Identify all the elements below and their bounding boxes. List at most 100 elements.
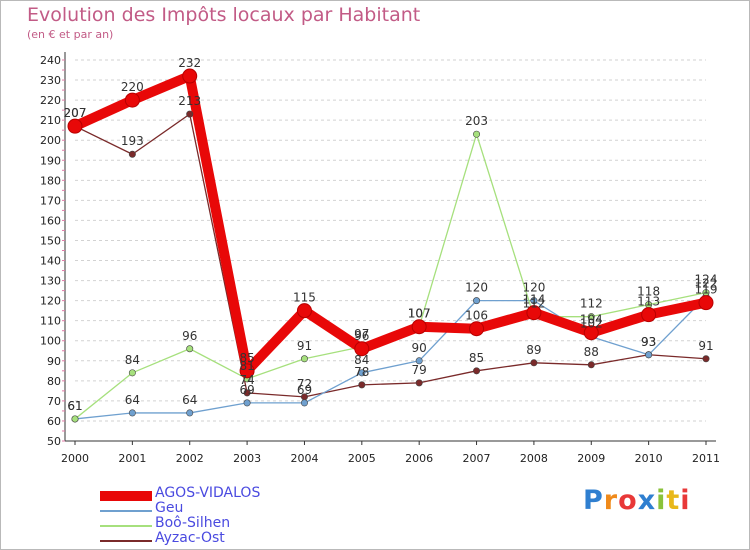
- data-label: 232: [178, 56, 201, 70]
- x-tick-label: 2008: [520, 452, 548, 465]
- data-label: 88: [584, 345, 599, 359]
- data-label: 120: [465, 281, 488, 295]
- x-tick-label: 2001: [118, 452, 146, 465]
- data-label: 64: [125, 393, 140, 407]
- data-point: [411, 319, 427, 335]
- logo-letter: P: [583, 485, 604, 516]
- y-tick-label: 230: [40, 74, 61, 87]
- y-tick-label: 210: [40, 114, 61, 127]
- logo-letter: i: [656, 485, 667, 516]
- logo-letter: i: [680, 485, 691, 516]
- y-tick-label: 120: [40, 295, 61, 308]
- legend-swatch: [100, 491, 152, 501]
- y-tick-label: 180: [40, 174, 61, 187]
- y-tick-label: 50: [47, 435, 61, 448]
- data-point: [473, 297, 481, 305]
- series-line-0: [70, 71, 711, 376]
- legend-label: AGOS-VIDALOS: [155, 485, 261, 501]
- data-point: [530, 297, 538, 305]
- data-label: 79: [412, 363, 427, 377]
- chart-subtitle: (en € et par an): [27, 28, 114, 41]
- data-point: [182, 68, 198, 84]
- legend-swatch: [100, 510, 152, 512]
- data-point: [67, 118, 83, 134]
- logo-letter: x: [637, 485, 657, 516]
- proxiti-logo: Proxiti: [583, 485, 691, 516]
- data-label: 104: [580, 313, 603, 327]
- data-point: [186, 409, 194, 417]
- legend-label: Boô-Silhen: [155, 515, 231, 531]
- data-label: 78: [354, 365, 369, 379]
- data-point: [243, 399, 251, 407]
- logo-letter: r: [603, 485, 619, 516]
- data-point: [358, 369, 366, 377]
- data-label: 193: [121, 134, 144, 148]
- data-label: 93: [641, 335, 656, 349]
- data-label: 72: [297, 377, 312, 391]
- series-line-2: [74, 133, 707, 420]
- data-point: [300, 355, 308, 363]
- x-tick-label: 2000: [61, 452, 89, 465]
- data-point: [645, 351, 653, 359]
- data-point: [186, 345, 194, 353]
- data-label: 112: [522, 297, 545, 311]
- series-line-1: [74, 295, 707, 420]
- legend-label: Geu: [155, 500, 184, 516]
- data-label: 207: [64, 106, 87, 120]
- y-tick-label: 80: [47, 375, 61, 388]
- legend-label: Ayzac-Ost: [155, 530, 225, 546]
- x-tick-label: 2007: [463, 452, 491, 465]
- data-point: [296, 303, 312, 319]
- legend-swatch: [100, 540, 152, 542]
- y-tick-label: 240: [40, 54, 61, 67]
- legend-swatch: [100, 525, 152, 527]
- y-tick-label: 220: [40, 94, 61, 107]
- data-point: [239, 363, 255, 379]
- data-label: 97: [354, 327, 369, 341]
- data-point: [469, 321, 485, 337]
- data-point: [128, 409, 136, 417]
- data-label: 96: [182, 329, 197, 343]
- data-label: 91: [698, 339, 713, 353]
- data-point: [358, 381, 366, 389]
- x-tick-label: 2005: [348, 452, 376, 465]
- data-point: [473, 130, 481, 138]
- data-point: [128, 150, 136, 158]
- data-label: 115: [293, 291, 316, 305]
- x-tick-label: 2010: [635, 452, 663, 465]
- y-tick-label: 70: [47, 395, 61, 408]
- y-tick-label: 200: [40, 134, 61, 147]
- data-label: 91: [297, 339, 312, 353]
- data-point: [587, 313, 595, 321]
- axes: 50 60 70 80 90 100 110 120 130 140 150 160 170 180 190…: [40, 52, 720, 465]
- data-point: [473, 367, 481, 375]
- data-label: 113: [637, 295, 660, 309]
- data-label: 84: [125, 353, 140, 367]
- data-label: 220: [121, 80, 144, 94]
- data-label: 96: [354, 329, 369, 343]
- y-tick-label: 60: [47, 415, 61, 428]
- data-label: 84: [354, 353, 369, 367]
- series-line-3: [74, 113, 707, 398]
- data-label: 69: [239, 383, 254, 397]
- data-point: [354, 341, 370, 357]
- x-tick-label: 2004: [290, 452, 318, 465]
- data-point: [583, 325, 599, 341]
- data-label: 107: [408, 307, 431, 321]
- x-tick-label: 2003: [233, 452, 261, 465]
- y-tick-label: 130: [40, 275, 61, 288]
- y-tick-label: 190: [40, 154, 61, 167]
- data-label: 112: [580, 297, 603, 311]
- data-label: 120: [522, 281, 545, 295]
- data-label: 85: [239, 351, 254, 365]
- data-point: [641, 307, 657, 323]
- data-label: 102: [580, 317, 603, 331]
- data-labels: 207 193 213 74 72 78 79 85 89 88 93 91 61 64 64 69 69 84 9…: [64, 56, 718, 413]
- data-label: 124: [695, 273, 718, 287]
- data-label: 61: [67, 399, 82, 413]
- data-label: 122: [695, 277, 718, 291]
- line-chart: 50 60 70 80 90 100 110 120 130 140 150 160 170 180 190…: [40, 52, 720, 465]
- data-point: [186, 110, 194, 118]
- x-tick-label: 2002: [176, 452, 204, 465]
- data-point: [530, 359, 538, 367]
